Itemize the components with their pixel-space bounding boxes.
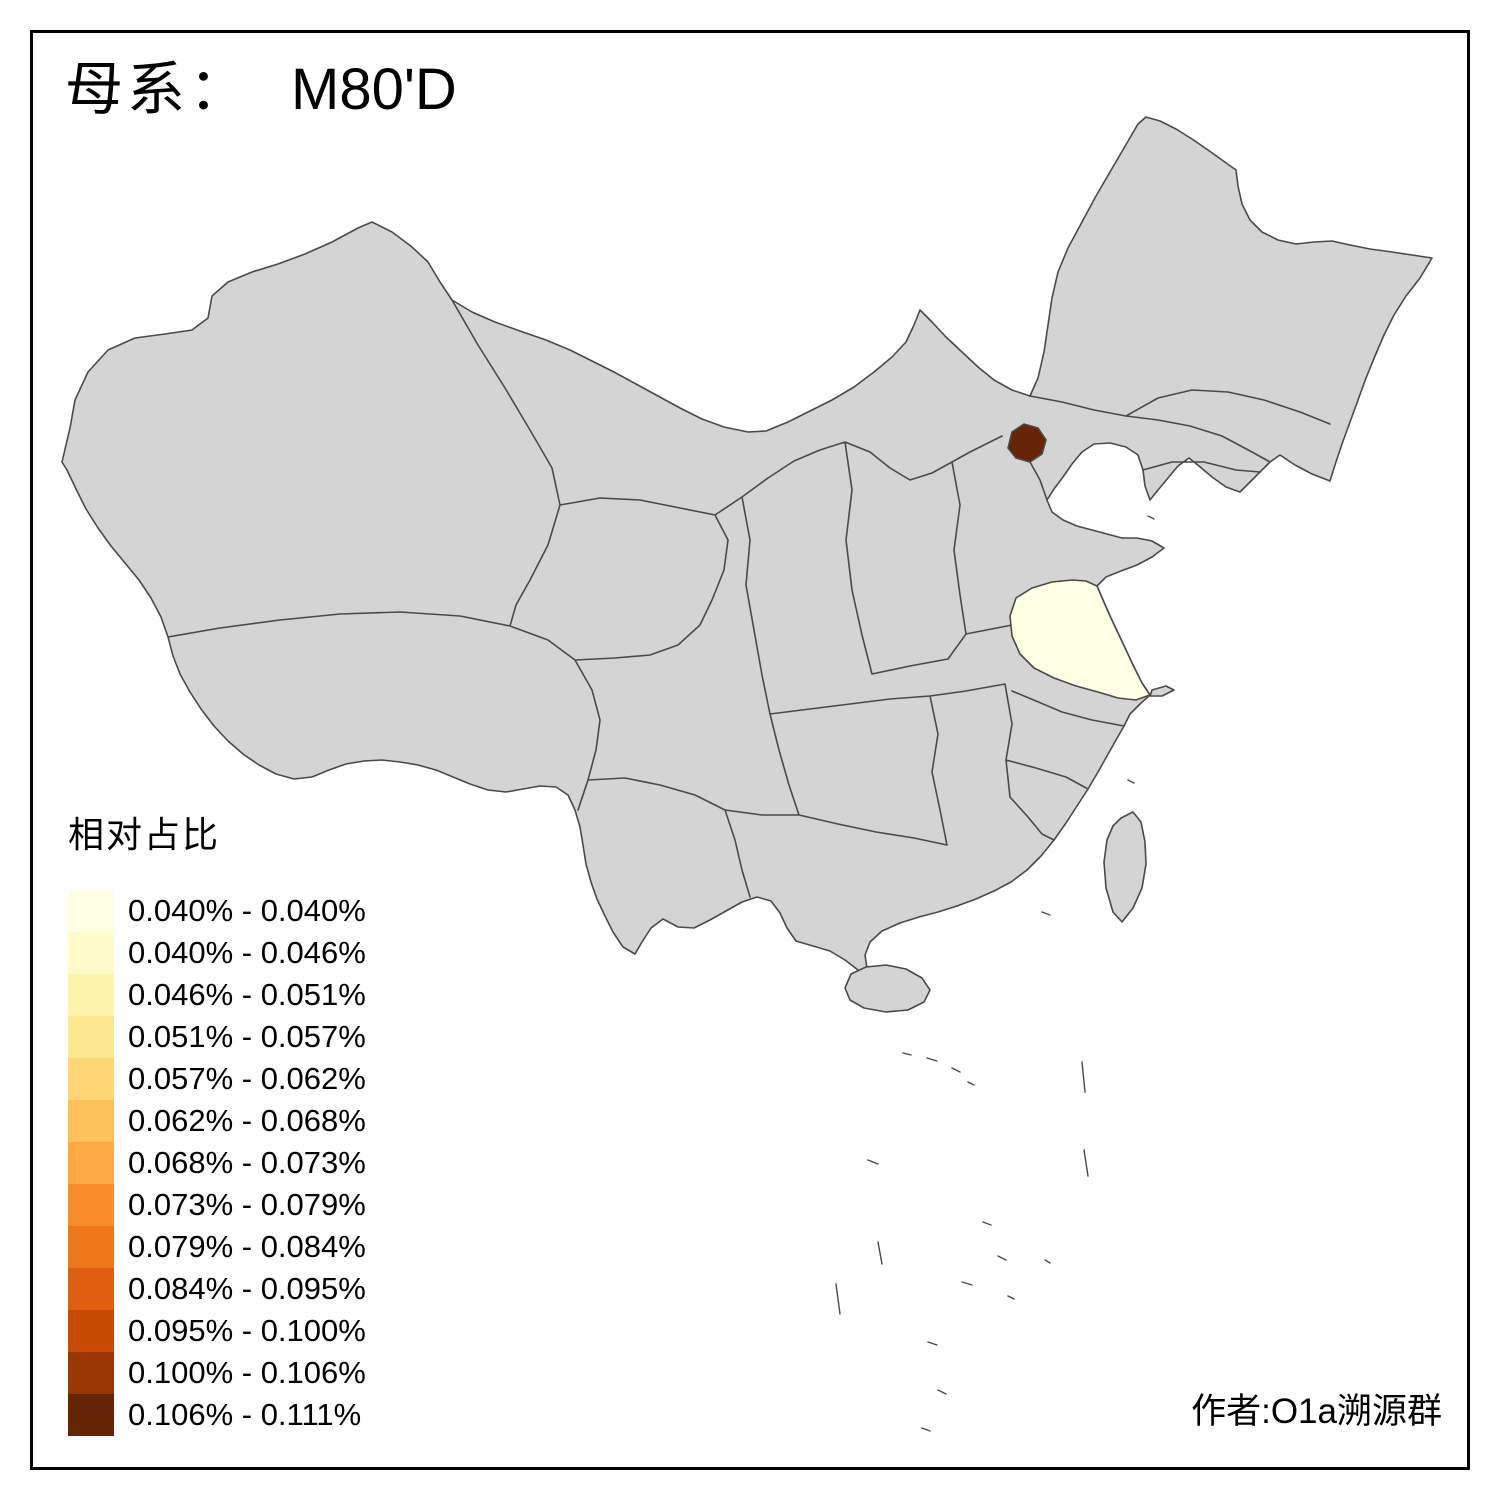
legend-bin-label: 0.040% - 0.046% xyxy=(128,935,366,970)
legend-swatch xyxy=(68,890,114,932)
legend-bin: 0.040% - 0.046% xyxy=(68,932,366,974)
province-jiangsu xyxy=(1009,579,1151,701)
legend-swatch xyxy=(68,1268,114,1310)
legend-bin-label: 0.046% - 0.051% xyxy=(128,977,366,1012)
legend-bin: 0.068% - 0.073% xyxy=(68,1142,366,1184)
title-prefix: 母系： xyxy=(65,57,252,122)
legend-swatch xyxy=(68,1352,114,1394)
legend-bin-label: 0.040% - 0.040% xyxy=(128,893,366,928)
chongming-island xyxy=(1149,685,1175,697)
province-beijing xyxy=(1007,423,1047,463)
page-title: 母系： M80'D xyxy=(65,58,457,122)
legend-swatch xyxy=(68,1100,114,1142)
hainan-island xyxy=(844,964,931,1013)
legend-swatch xyxy=(68,932,114,974)
legend-swatch xyxy=(68,1310,114,1352)
legend: 相对占比 0.040% - 0.040% 0.040% - 0.046% 0.046… xyxy=(68,806,366,1436)
legend-bin-label: 0.062% - 0.068% xyxy=(128,1103,366,1138)
legend-bin: 0.106% - 0.111% xyxy=(68,1394,366,1436)
legend-bin-label: 0.068% - 0.073% xyxy=(128,1145,366,1180)
provinces-base xyxy=(61,116,1433,1013)
legend-bin-label: 0.095% - 0.100% xyxy=(128,1313,366,1348)
legend-bin-label: 0.084% - 0.095% xyxy=(128,1271,366,1306)
legend-swatch xyxy=(68,1058,114,1100)
title-haplogroup: M80'D xyxy=(291,57,457,122)
legend-swatch xyxy=(68,1016,114,1058)
legend-bin: 0.046% - 0.051% xyxy=(68,974,366,1016)
legend-bin: 0.079% - 0.084% xyxy=(68,1226,366,1268)
legend-swatch xyxy=(68,974,114,1016)
legend-swatch xyxy=(68,1394,114,1436)
legend-bin: 0.062% - 0.068% xyxy=(68,1100,366,1142)
legend-swatch xyxy=(68,1184,114,1226)
legend-title: 相对占比 xyxy=(68,814,221,855)
legend-swatch xyxy=(68,1142,114,1184)
legend-bin-label: 0.057% - 0.062% xyxy=(128,1061,366,1096)
legend-bin: 0.100% - 0.106% xyxy=(68,1352,366,1394)
legend-bin: 0.051% - 0.057% xyxy=(68,1016,366,1058)
legend-bin: 0.084% - 0.095% xyxy=(68,1268,366,1310)
legend-bin: 0.057% - 0.062% xyxy=(68,1058,366,1100)
legend-swatch xyxy=(68,1226,114,1268)
legend-bin: 0.095% - 0.100% xyxy=(68,1310,366,1352)
attribution: 作者:O1a溯源群 xyxy=(1191,1392,1442,1431)
legend-bin-label: 0.100% - 0.106% xyxy=(128,1355,366,1390)
south-china-sea-islands xyxy=(835,515,1155,1432)
legend-bin-label: 0.079% - 0.084% xyxy=(128,1229,366,1264)
legend-bin: 0.040% - 0.040% xyxy=(68,890,366,932)
legend-items: 0.040% - 0.040% 0.040% - 0.046% 0.046% - 0… xyxy=(68,890,366,1436)
mainland-outline xyxy=(61,116,1433,979)
legend-bin-label: 0.106% - 0.111% xyxy=(128,1397,362,1432)
taiwan-island xyxy=(1103,811,1147,923)
legend-bin: 0.073% - 0.079% xyxy=(68,1184,366,1226)
legend-bin-label: 0.073% - 0.079% xyxy=(128,1187,366,1222)
legend-bin-label: 0.051% - 0.057% xyxy=(128,1019,366,1054)
